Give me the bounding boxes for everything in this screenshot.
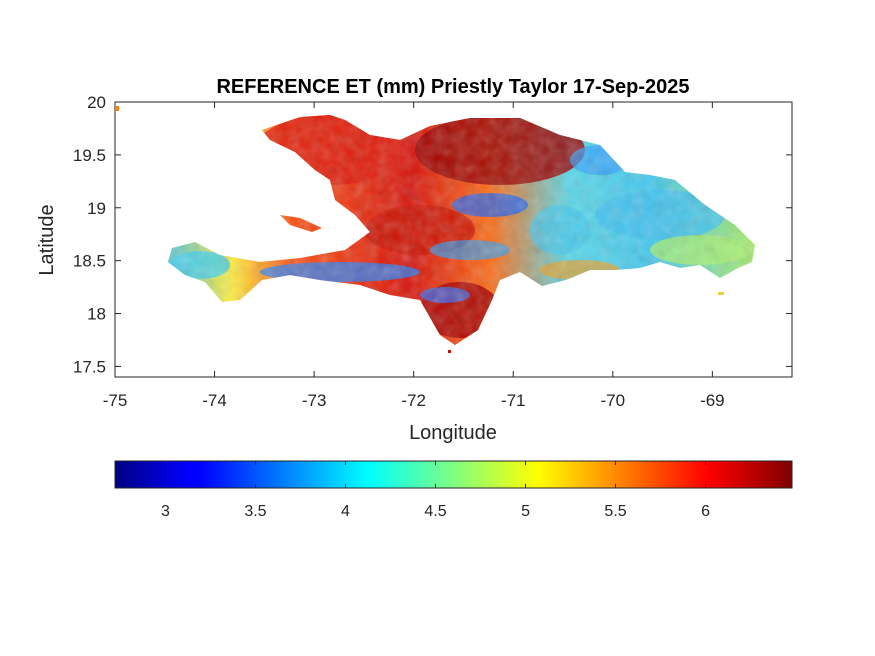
islet-northwest bbox=[116, 106, 119, 111]
colorbar-gradient bbox=[114, 460, 793, 489]
islet-south bbox=[448, 350, 451, 353]
y-tick-label: 18 bbox=[87, 305, 106, 324]
y-tick-label: 19.5 bbox=[73, 146, 106, 165]
y-axis-label: Latitude bbox=[36, 204, 58, 275]
colorbar-tick-label: 4 bbox=[341, 503, 350, 520]
colorbar-tick-label: 3 bbox=[161, 503, 170, 520]
y-tick-label: 17.5 bbox=[73, 357, 106, 376]
plot-area: -75 -74 -73 -72 -71 -70 -69 17.5 18 18.5 19 19.5 20 bbox=[73, 93, 793, 410]
x-tick-label: -71 bbox=[501, 391, 526, 410]
x-tick-label: -72 bbox=[401, 391, 426, 410]
y-tick-label: 18.5 bbox=[73, 252, 106, 271]
colorbar-ticks: 3 3.5 4 4.5 5 5.5 6 bbox=[161, 461, 710, 520]
x-tick-label: -70 bbox=[601, 391, 626, 410]
colorbar: 3 3.5 4 4.5 5 5.5 6 bbox=[114, 460, 793, 520]
colorbar-tick-label: 4.5 bbox=[424, 503, 446, 520]
islet-east bbox=[718, 292, 724, 295]
y-tick-label: 19 bbox=[87, 199, 106, 218]
x-axis-label: Longitude bbox=[409, 422, 497, 444]
y-tick-label: 20 bbox=[87, 93, 106, 112]
x-tick-label: -73 bbox=[302, 391, 327, 410]
x-axis-ticks: -75 -74 -73 -72 -71 -70 -69 bbox=[103, 102, 725, 410]
chart-title: REFERENCE ET (mm) Priestly Taylor 17-Sep… bbox=[216, 76, 689, 98]
colorbar-tick-label: 3.5 bbox=[244, 503, 266, 520]
colorbar-tick-label: 5.5 bbox=[604, 503, 626, 520]
y-axis-ticks: 17.5 18 18.5 19 19.5 20 bbox=[73, 93, 792, 376]
x-tick-label: -74 bbox=[202, 391, 227, 410]
colorbar-tick-label: 6 bbox=[701, 503, 710, 520]
x-tick-label: -69 bbox=[700, 391, 725, 410]
x-tick-label: -75 bbox=[103, 391, 128, 410]
colorbar-tick-label: 5 bbox=[521, 503, 530, 520]
